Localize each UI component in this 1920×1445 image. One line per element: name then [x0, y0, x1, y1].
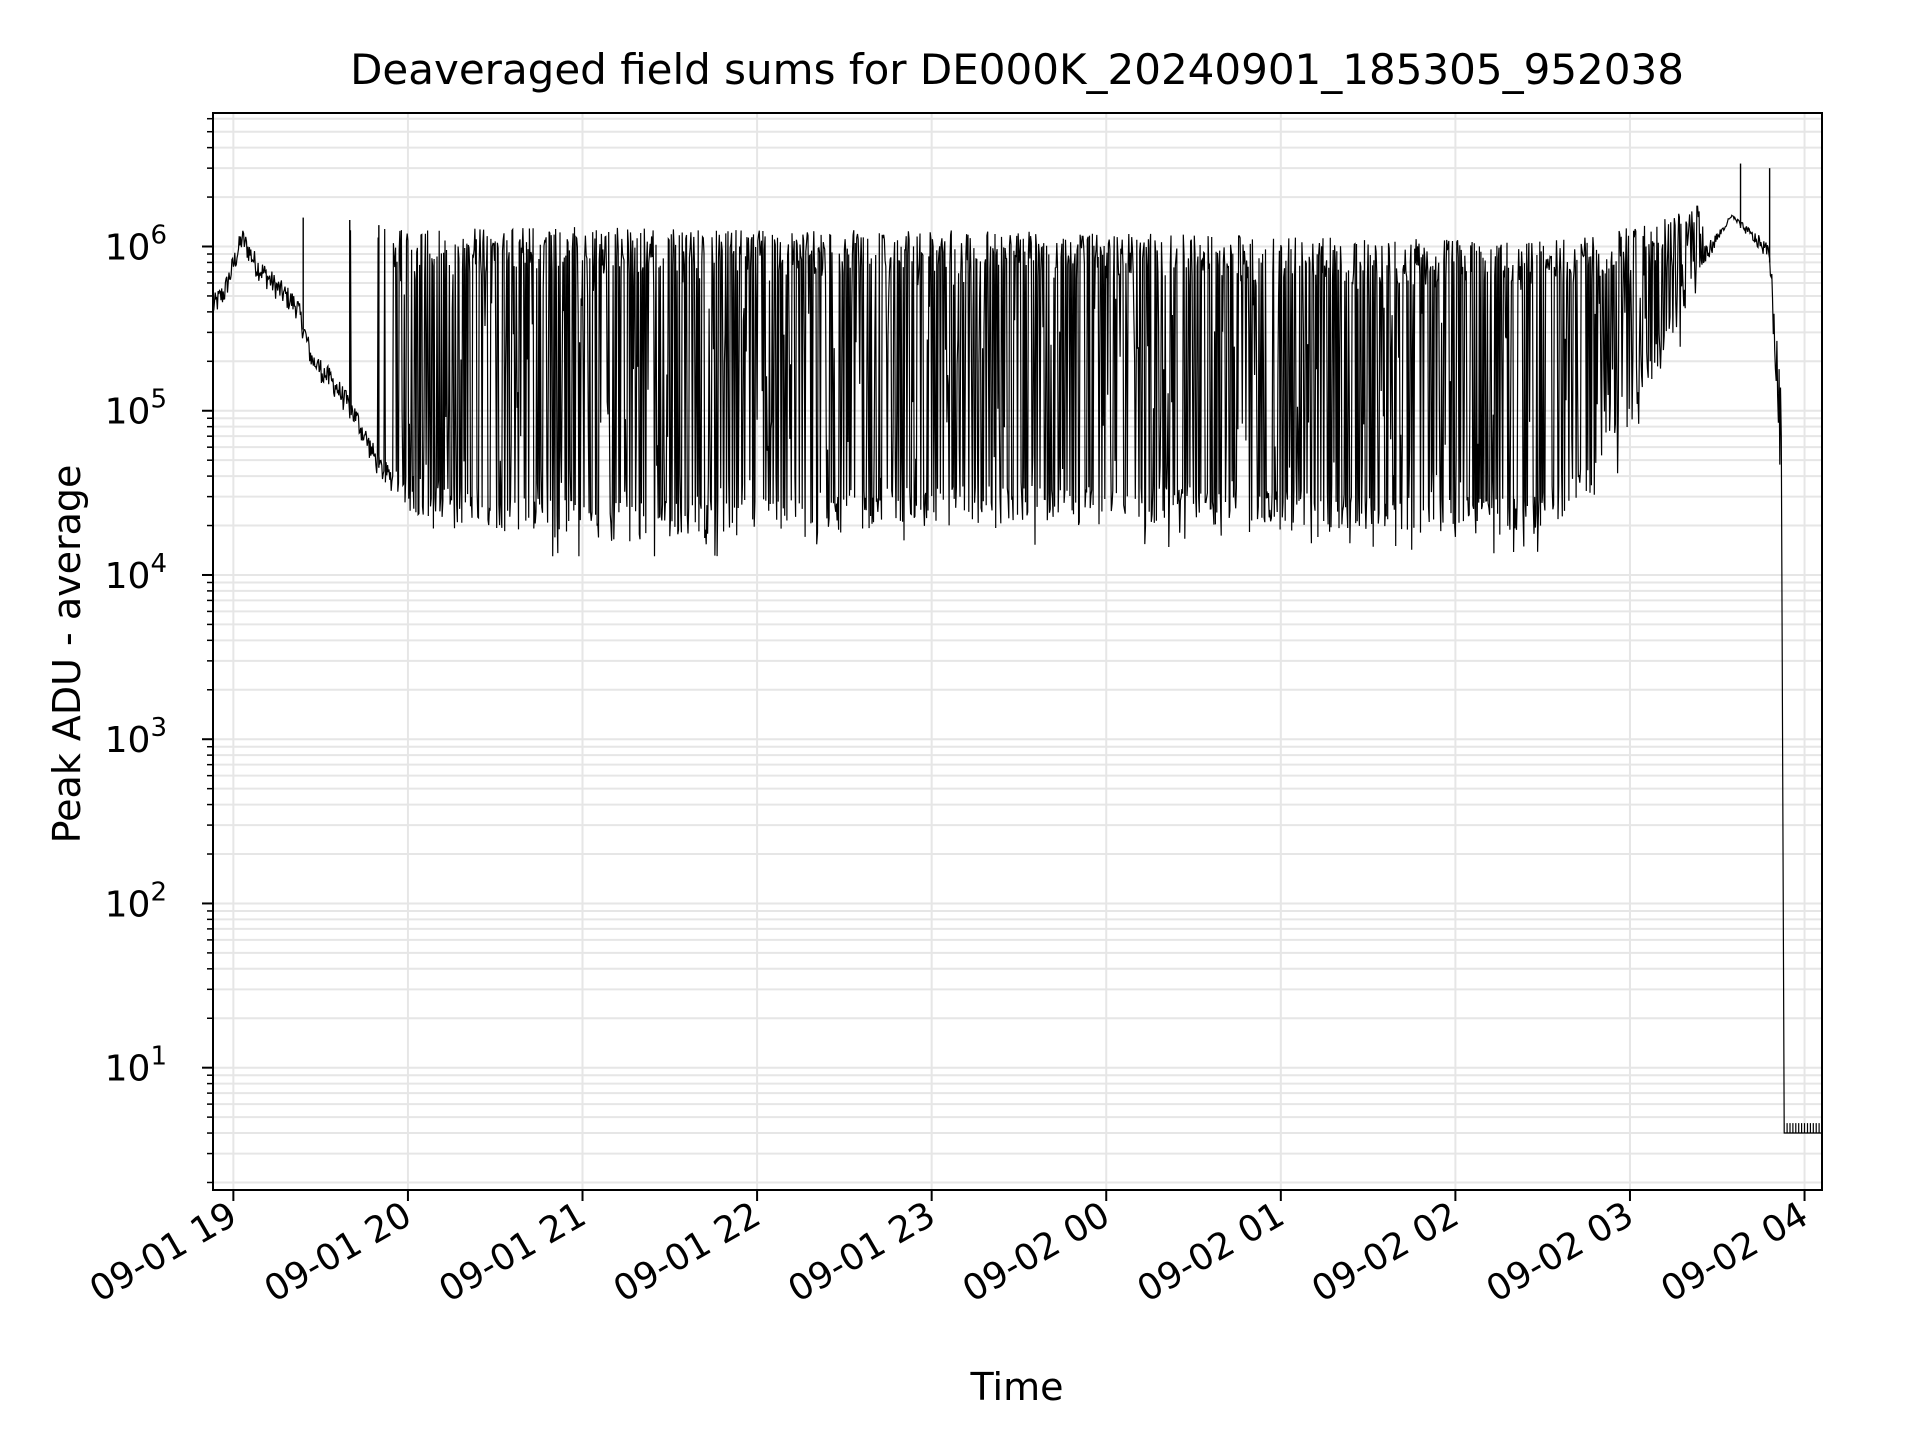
data-series [212, 163, 1823, 1134]
y-tick-label: 102 [105, 877, 167, 925]
y-tick-label: 101 [105, 1042, 167, 1090]
y-tick-label: 103 [105, 713, 167, 761]
axes-frame [212, 112, 1823, 1191]
y-axis-label: Peak ADU - average [45, 465, 89, 844]
x-axis-label: Time [970, 1365, 1064, 1409]
y-tick-label: 104 [105, 549, 167, 597]
series-line [212, 205, 1823, 1134]
y-tick-label: 106 [105, 221, 167, 269]
chart-title: Deaveraged field sums for DE000K_2024090… [350, 45, 1684, 94]
y-tick-label: 105 [105, 385, 167, 433]
